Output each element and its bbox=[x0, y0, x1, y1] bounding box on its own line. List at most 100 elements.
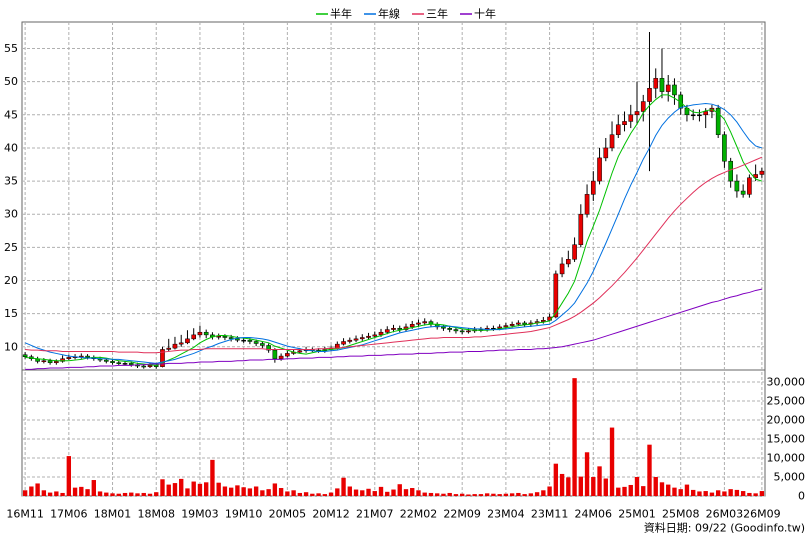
x-tick-label: 23M04 bbox=[487, 508, 525, 521]
volume-bar bbox=[297, 492, 303, 496]
candle-body bbox=[597, 157, 602, 182]
candle-body bbox=[590, 180, 596, 195]
candle-body bbox=[110, 361, 115, 363]
candle-body bbox=[116, 362, 122, 364]
x-tick-label: 22M02 bbox=[400, 508, 438, 521]
candle-body bbox=[740, 190, 746, 195]
candle-body bbox=[341, 341, 346, 345]
y2-tick-label: 10,000 bbox=[767, 451, 806, 464]
candle-body bbox=[203, 331, 209, 336]
x-tick-label: 24M06 bbox=[575, 508, 613, 521]
volume-bar bbox=[447, 492, 452, 496]
x-tick-label: 20M05 bbox=[269, 508, 307, 521]
volume-bar bbox=[310, 493, 315, 496]
y2-tick-label: 15,000 bbox=[767, 432, 806, 445]
x-tick-label: 25M08 bbox=[662, 508, 700, 521]
volume-bar bbox=[703, 491, 708, 496]
candle-body bbox=[665, 84, 671, 92]
volume-bar bbox=[29, 486, 34, 496]
volume-bar bbox=[759, 491, 765, 496]
ma-line bbox=[25, 156, 763, 354]
candle-body bbox=[734, 180, 740, 192]
candle-body bbox=[266, 345, 271, 351]
volume-bar bbox=[228, 487, 234, 496]
volume-bar bbox=[110, 493, 115, 496]
volume-bar bbox=[79, 486, 84, 496]
candle-body bbox=[54, 361, 59, 363]
volume-bar bbox=[416, 490, 421, 496]
candle-body bbox=[715, 107, 721, 135]
volume-bar bbox=[129, 492, 134, 496]
volume-bar bbox=[285, 491, 290, 496]
volume-bar bbox=[179, 478, 184, 496]
x-tick-label: 26M09 bbox=[743, 508, 781, 521]
volume-bar bbox=[54, 491, 59, 496]
x-tick-label: 23M11 bbox=[531, 508, 569, 521]
volume-bar bbox=[72, 487, 78, 496]
volume-bar bbox=[97, 491, 103, 496]
candle-body bbox=[241, 339, 246, 342]
candle-body bbox=[409, 324, 415, 328]
volume-bar bbox=[678, 489, 683, 496]
y-tick-label: 50 bbox=[4, 75, 18, 88]
volume-bar bbox=[459, 493, 465, 496]
x-tick-label: 22M09 bbox=[443, 508, 481, 521]
volume-bar bbox=[534, 492, 540, 496]
volume-bar bbox=[422, 492, 427, 496]
volume-bar bbox=[622, 486, 627, 496]
legend-label: 年線 bbox=[378, 7, 400, 21]
volume-bar bbox=[360, 490, 365, 496]
source-note: 資料日期: 09/22 (Goodinfo.tw) bbox=[644, 521, 805, 535]
candle-body bbox=[391, 327, 396, 330]
volume-bar bbox=[104, 492, 109, 496]
candle-body bbox=[278, 355, 284, 359]
candle-body bbox=[566, 259, 571, 265]
volume-bar bbox=[41, 490, 47, 496]
candle-body bbox=[466, 330, 471, 333]
candle-body bbox=[285, 353, 290, 357]
volume-bar bbox=[278, 488, 284, 496]
volume-bar bbox=[628, 484, 633, 496]
candle-body bbox=[372, 334, 378, 337]
volume-bar bbox=[391, 489, 396, 496]
candle-body bbox=[397, 327, 403, 330]
volume-bar bbox=[553, 463, 559, 496]
y-tick-label: 45 bbox=[4, 108, 18, 121]
candle-body bbox=[253, 341, 259, 344]
candle-body bbox=[47, 360, 53, 363]
candle-body bbox=[722, 134, 727, 162]
volume-bar bbox=[753, 493, 758, 496]
candle-body bbox=[497, 326, 502, 329]
volume-bar bbox=[91, 480, 96, 496]
candle-body bbox=[747, 177, 752, 195]
candle-body bbox=[541, 320, 546, 322]
x-tick-label: 21M07 bbox=[356, 508, 394, 521]
volume-bar bbox=[484, 493, 490, 496]
volume-bar bbox=[697, 491, 702, 496]
volume-bar bbox=[122, 492, 128, 496]
candle-body bbox=[690, 114, 696, 117]
volume-bar bbox=[60, 492, 65, 496]
candle-body bbox=[615, 124, 621, 135]
candle-body bbox=[640, 101, 646, 112]
volume-bar bbox=[428, 492, 434, 496]
candle-body bbox=[453, 329, 459, 332]
volume-bar bbox=[591, 476, 596, 496]
volume-bar bbox=[528, 493, 534, 496]
volume-bar bbox=[559, 473, 565, 496]
candle-body bbox=[297, 350, 303, 353]
candle-body bbox=[697, 114, 702, 117]
volume-bar bbox=[715, 490, 721, 496]
volume-bar bbox=[378, 486, 384, 496]
candle-body bbox=[160, 349, 165, 367]
candle-body bbox=[459, 330, 465, 333]
volume-bar bbox=[241, 487, 246, 496]
volume-bar bbox=[197, 483, 203, 496]
candle-body bbox=[147, 365, 153, 367]
candle-body bbox=[85, 355, 90, 358]
candle-body bbox=[103, 359, 109, 362]
volume-bar bbox=[691, 489, 696, 496]
y2-tick-label: 20,000 bbox=[767, 413, 806, 426]
